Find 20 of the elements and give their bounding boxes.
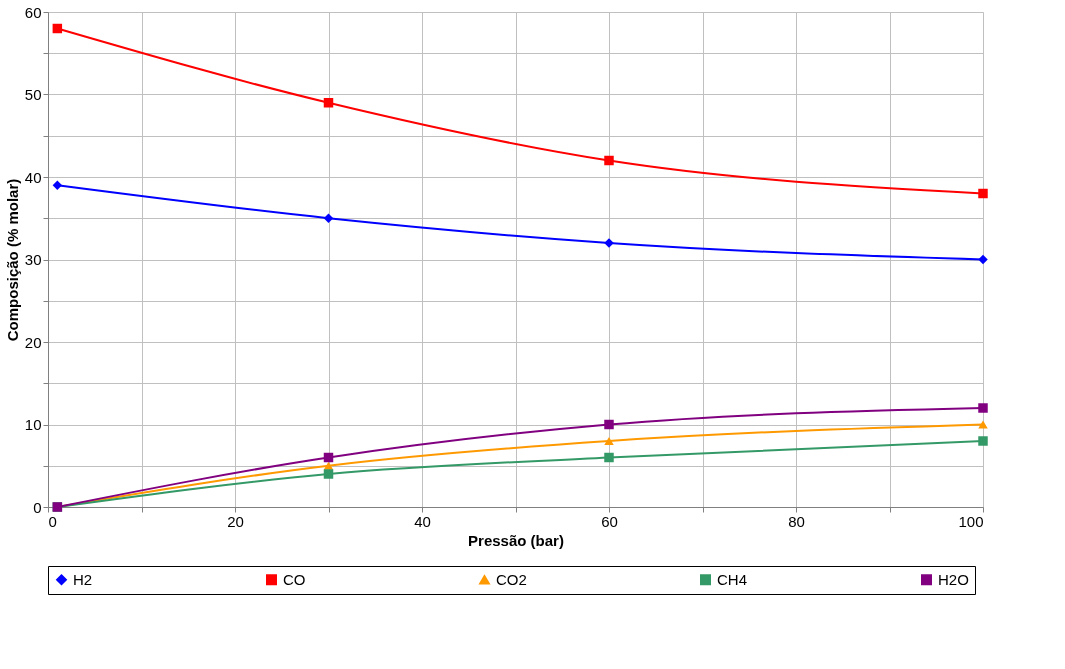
legend-label: CH4 xyxy=(717,570,748,588)
x-tick-label: 100 xyxy=(958,512,984,530)
legend-label: H2O xyxy=(938,570,969,588)
y-tick-label: 30 xyxy=(24,251,42,268)
x-tick-label: 20 xyxy=(227,512,244,530)
x-tick-label: 0 xyxy=(48,512,57,530)
y-tick-label: 50 xyxy=(24,86,42,103)
x-tick-label: 80 xyxy=(788,512,805,530)
y-tick-label: 20 xyxy=(24,333,42,351)
y-axis-title: Composição (% molar) xyxy=(3,178,21,342)
legend-label: H2 xyxy=(73,570,93,588)
legend-label: CO2 xyxy=(496,570,527,588)
x-axis-title: Pressão (bar) xyxy=(468,531,564,549)
y-tick-label: 60 xyxy=(24,3,42,21)
x-tick-label: 60 xyxy=(601,512,618,530)
y-tick-label: 10 xyxy=(24,416,42,433)
legend-label: CO xyxy=(283,570,306,588)
x-tick-label: 40 xyxy=(414,512,431,530)
y-tick-label: 40 xyxy=(24,168,42,186)
y-tick-label: 0 xyxy=(33,498,42,516)
